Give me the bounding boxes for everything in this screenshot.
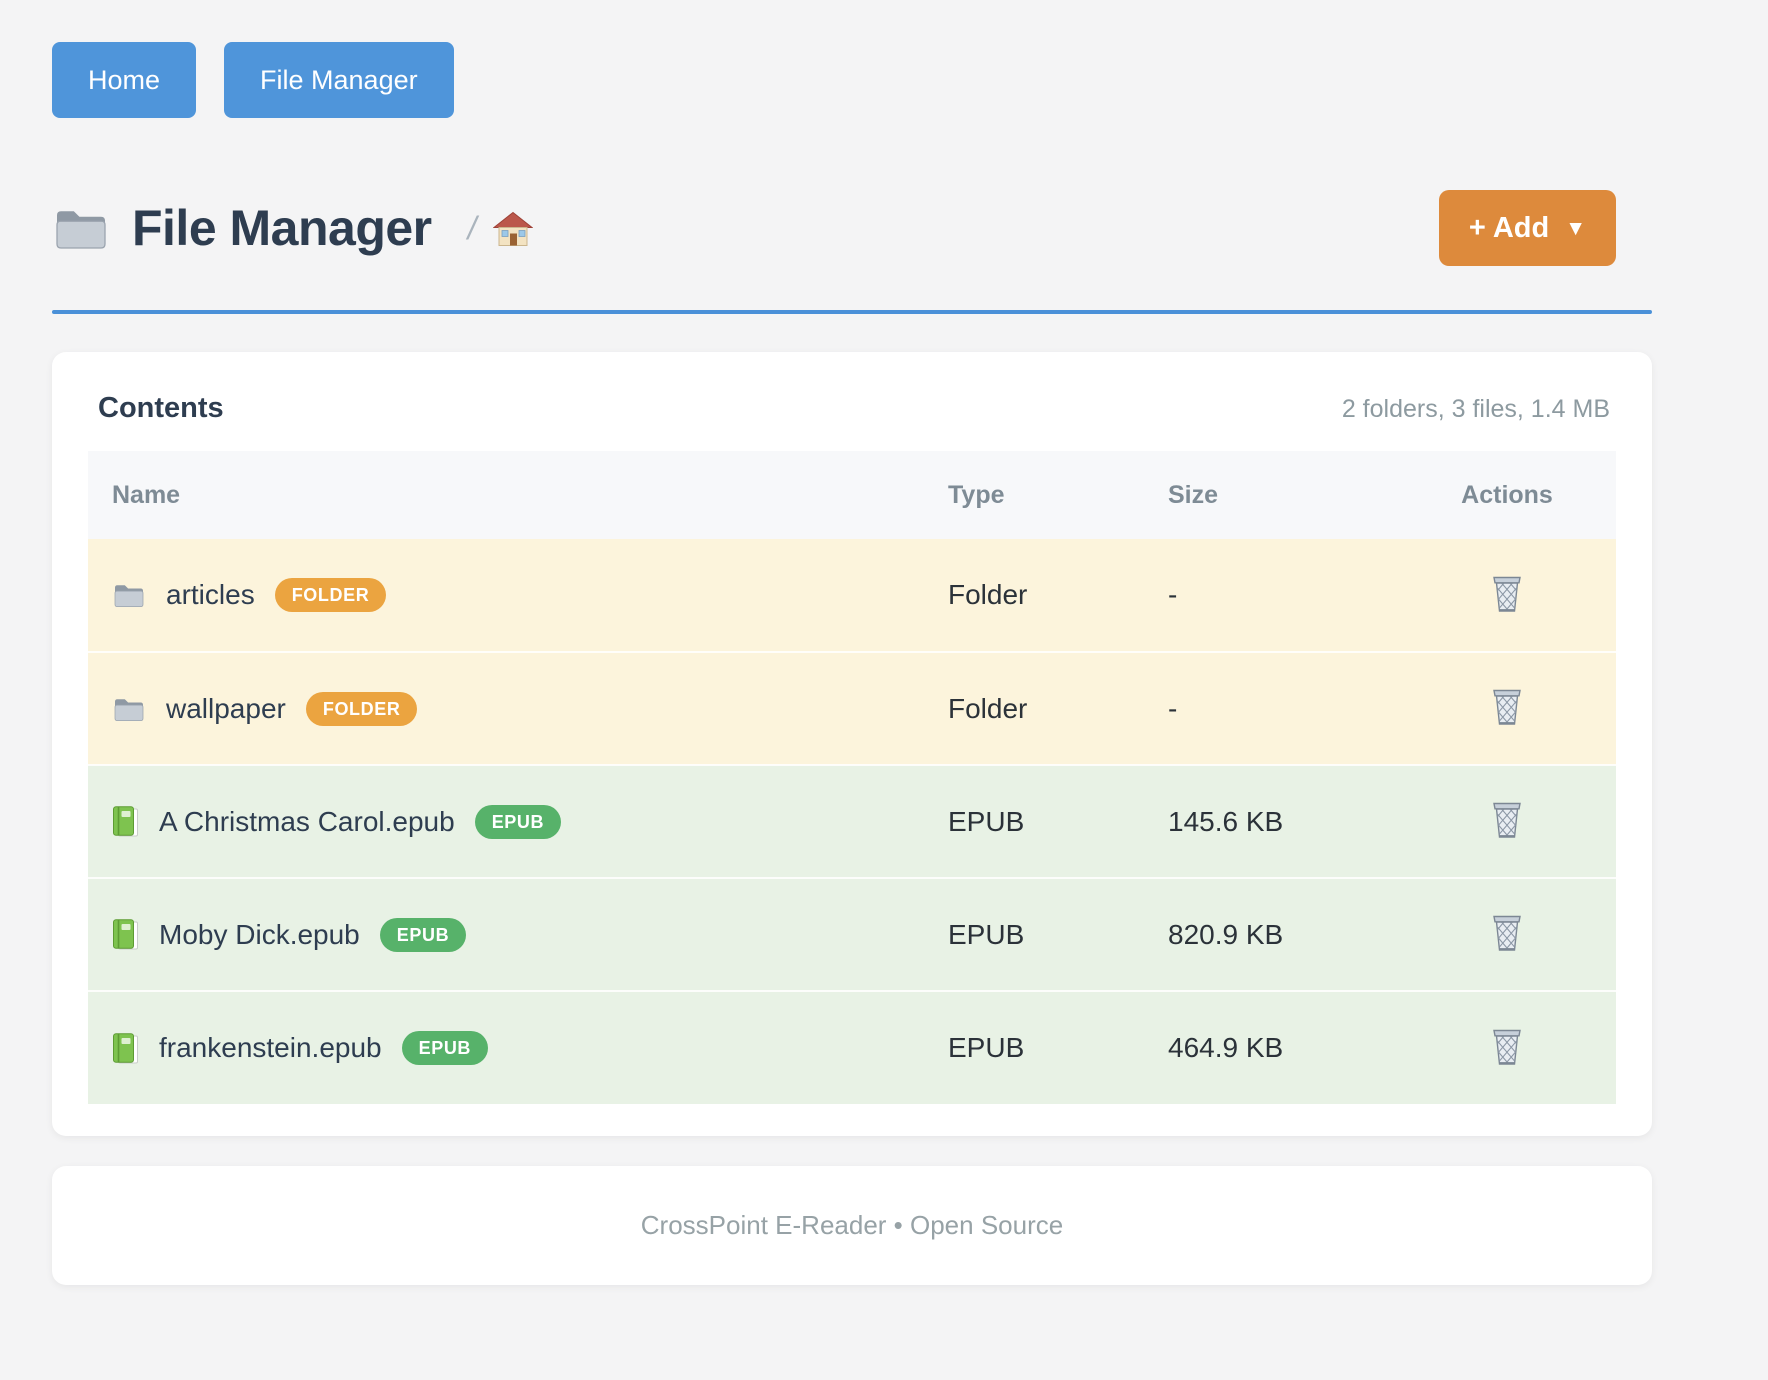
green-book-icon <box>112 919 139 950</box>
folder-icon <box>56 210 106 249</box>
table-header-row: Name Type Size Actions <box>88 451 1616 539</box>
contents-card: Contents 2 folders, 3 files, 1.4 MB Name… <box>52 352 1652 1136</box>
item-name: articles <box>166 579 255 610</box>
home-button[interactable]: Home <box>52 42 197 118</box>
column-header-name: Name <box>88 451 948 539</box>
delete-button[interactable] <box>1485 683 1529 731</box>
delete-button[interactable] <box>1485 909 1529 957</box>
contents-summary: 2 folders, 3 files, 1.4 MB <box>1341 395 1610 423</box>
item-size: 820.9 KB <box>1168 877 1398 991</box>
item-name: frankenstein.epub <box>159 1032 382 1063</box>
folder-link-wallpaper[interactable]: wallpaper FOLDER <box>88 691 948 726</box>
trash-icon <box>1489 687 1525 727</box>
item-name: Moby Dick.epub <box>159 918 360 950</box>
item-size: - <box>1168 651 1398 765</box>
green-book-icon <box>112 806 139 837</box>
column-header-size: Size <box>1168 451 1398 539</box>
green-book-icon <box>112 1032 139 1064</box>
home-icon[interactable] <box>493 210 533 247</box>
page-title: File Manager <box>132 200 432 256</box>
column-header-type: Type <box>948 451 1168 539</box>
epub-badge: EPUB <box>474 804 562 839</box>
item-type: Folder <box>948 539 1168 652</box>
trash-icon <box>1489 574 1525 614</box>
top-nav: Home File Manager <box>52 42 1652 118</box>
item-size: - <box>1168 539 1398 652</box>
delete-button[interactable] <box>1485 570 1529 618</box>
file-manager-button[interactable]: File Manager <box>224 42 454 118</box>
chevron-down-icon: ▼ <box>1565 217 1586 240</box>
delete-button[interactable] <box>1485 1023 1529 1071</box>
item-type: EPUB <box>948 990 1168 1104</box>
footer-card: CrossPoint E-Reader • Open Source <box>52 1166 1652 1285</box>
item-size: 464.9 KB <box>1168 990 1398 1104</box>
table-row-wallpaper: wallpaper FOLDER Folder - <box>88 651 1616 765</box>
header-divider <box>52 310 1652 314</box>
folder-link-articles[interactable]: articles FOLDER <box>88 578 948 612</box>
folder-badge: FOLDER <box>305 691 418 726</box>
table-row-moby-dick: Moby Dick.epub EPUB EPUB 820.9 KB <box>88 877 1616 991</box>
folder-badge: FOLDER <box>274 578 387 612</box>
item-type: EPUB <box>948 764 1168 878</box>
table-row-articles: articles FOLDER Folder - <box>88 539 1616 652</box>
add-button-label: + Add <box>1468 211 1550 244</box>
page: Home File Manager File Manager / + Add ▼… <box>52 42 1652 1285</box>
contents-header: Contents 2 folders, 3 files, 1.4 MB <box>88 384 1616 425</box>
file-link-christmas-carol[interactable]: A Christmas Carol.epub EPUB <box>88 804 948 839</box>
title-group: File Manager / <box>52 199 533 257</box>
breadcrumb-separator: / <box>467 209 477 246</box>
file-link-moby-dick[interactable]: Moby Dick.epub EPUB <box>88 917 948 952</box>
trash-icon <box>1489 1027 1525 1067</box>
item-type: EPUB <box>948 877 1168 991</box>
trash-icon <box>1489 800 1525 840</box>
contents-title: Contents <box>98 392 224 424</box>
item-type: Folder <box>948 651 1168 765</box>
epub-badge: EPUB <box>379 917 467 952</box>
add-button[interactable]: + Add ▼ <box>1438 190 1616 266</box>
delete-button[interactable] <box>1485 796 1529 844</box>
epub-badge: EPUB <box>401 1031 489 1065</box>
column-header-actions: Actions <box>1398 451 1616 539</box>
item-name: wallpaper <box>166 692 286 724</box>
table-row-frankenstein: frankenstein.epub EPUB EPUB 464.9 KB <box>88 990 1616 1104</box>
table-row-christmas-carol: A Christmas Carol.epub EPUB EPUB 145.6 K… <box>88 764 1616 878</box>
item-name: A Christmas Carol.epub <box>159 805 455 837</box>
file-table: Name Type Size Actions articles FOLDER <box>88 451 1616 1104</box>
folder-icon <box>114 584 144 608</box>
item-size: 145.6 KB <box>1168 764 1398 878</box>
footer-text: CrossPoint E-Reader • Open Source <box>640 1210 1064 1240</box>
folder-icon <box>114 698 144 721</box>
trash-icon <box>1489 913 1525 953</box>
page-header: File Manager / + Add ▼ <box>52 190 1652 266</box>
file-link-frankenstein[interactable]: frankenstein.epub EPUB <box>88 1031 948 1065</box>
breadcrumb: / <box>468 210 533 247</box>
